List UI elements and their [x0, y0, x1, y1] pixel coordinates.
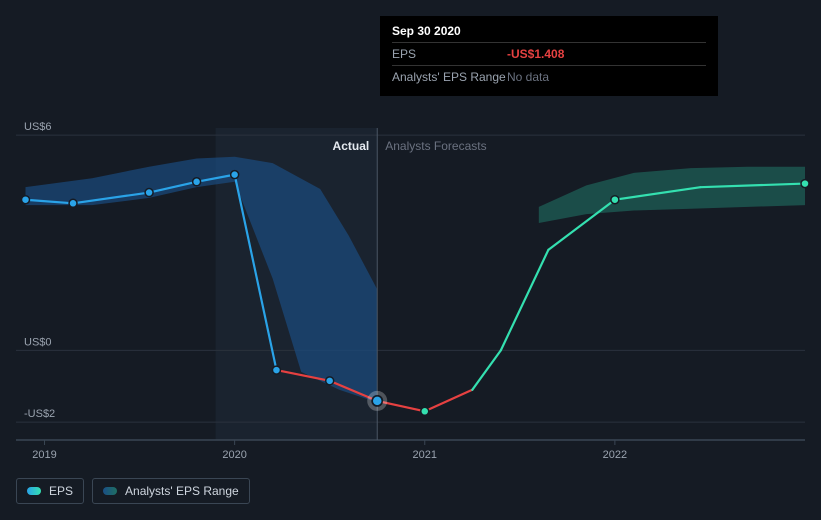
legend-swatch: [27, 487, 41, 495]
eps-line-segment: [425, 390, 473, 412]
legend-label: EPS: [49, 484, 73, 498]
x-axis-label: 2020: [222, 449, 246, 461]
eps-marker[interactable]: [272, 366, 280, 374]
tooltip-key: Analysts' EPS Range: [392, 70, 507, 84]
eps-marker[interactable]: [231, 171, 239, 179]
eps-marker[interactable]: [372, 396, 382, 406]
y-axis-label: -US$2: [24, 408, 55, 420]
region-label-forecast: Analysts Forecasts: [385, 139, 486, 153]
eps-marker[interactable]: [421, 407, 429, 415]
eps-marker[interactable]: [801, 180, 809, 188]
tooltip-key: EPS: [392, 47, 507, 61]
y-axis-label: US$0: [24, 336, 52, 348]
tooltip-value: No data: [507, 70, 549, 84]
x-axis-label: 2019: [32, 449, 56, 461]
legend-swatch: [103, 487, 117, 495]
x-axis-label: 2021: [413, 449, 437, 461]
eps-line-segment: [501, 250, 549, 350]
region-label-actual: Actual: [333, 139, 370, 153]
eps-marker[interactable]: [145, 189, 153, 197]
legend-item[interactable]: EPS: [16, 478, 84, 504]
eps-marker[interactable]: [22, 196, 30, 204]
eps-marker[interactable]: [69, 199, 77, 207]
eps-line-segment: [472, 350, 501, 389]
y-axis-label: US$6: [24, 121, 52, 133]
chart-legend: EPS Analysts' EPS Range: [16, 478, 250, 504]
legend-label: Analysts' EPS Range: [125, 484, 239, 498]
tooltip-value: -US$1.408: [507, 47, 564, 61]
forecast-range-area: [539, 167, 805, 223]
tooltip-row: Analysts' EPS RangeNo data: [392, 65, 706, 88]
x-axis-label: 2022: [603, 449, 627, 461]
tooltip-row: EPS-US$1.408: [392, 42, 706, 65]
eps-marker[interactable]: [193, 178, 201, 186]
chart-tooltip: Sep 30 2020 EPS-US$1.408Analysts' EPS Ra…: [380, 16, 718, 96]
legend-item[interactable]: Analysts' EPS Range: [92, 478, 250, 504]
eps-chart: US$6 US$0 -US$2 2019 2020 2021 2022 Actual Analy…: [0, 0, 821, 520]
tooltip-title: Sep 30 2020: [392, 24, 706, 38]
eps-marker[interactable]: [326, 377, 334, 385]
eps-marker[interactable]: [611, 196, 619, 204]
